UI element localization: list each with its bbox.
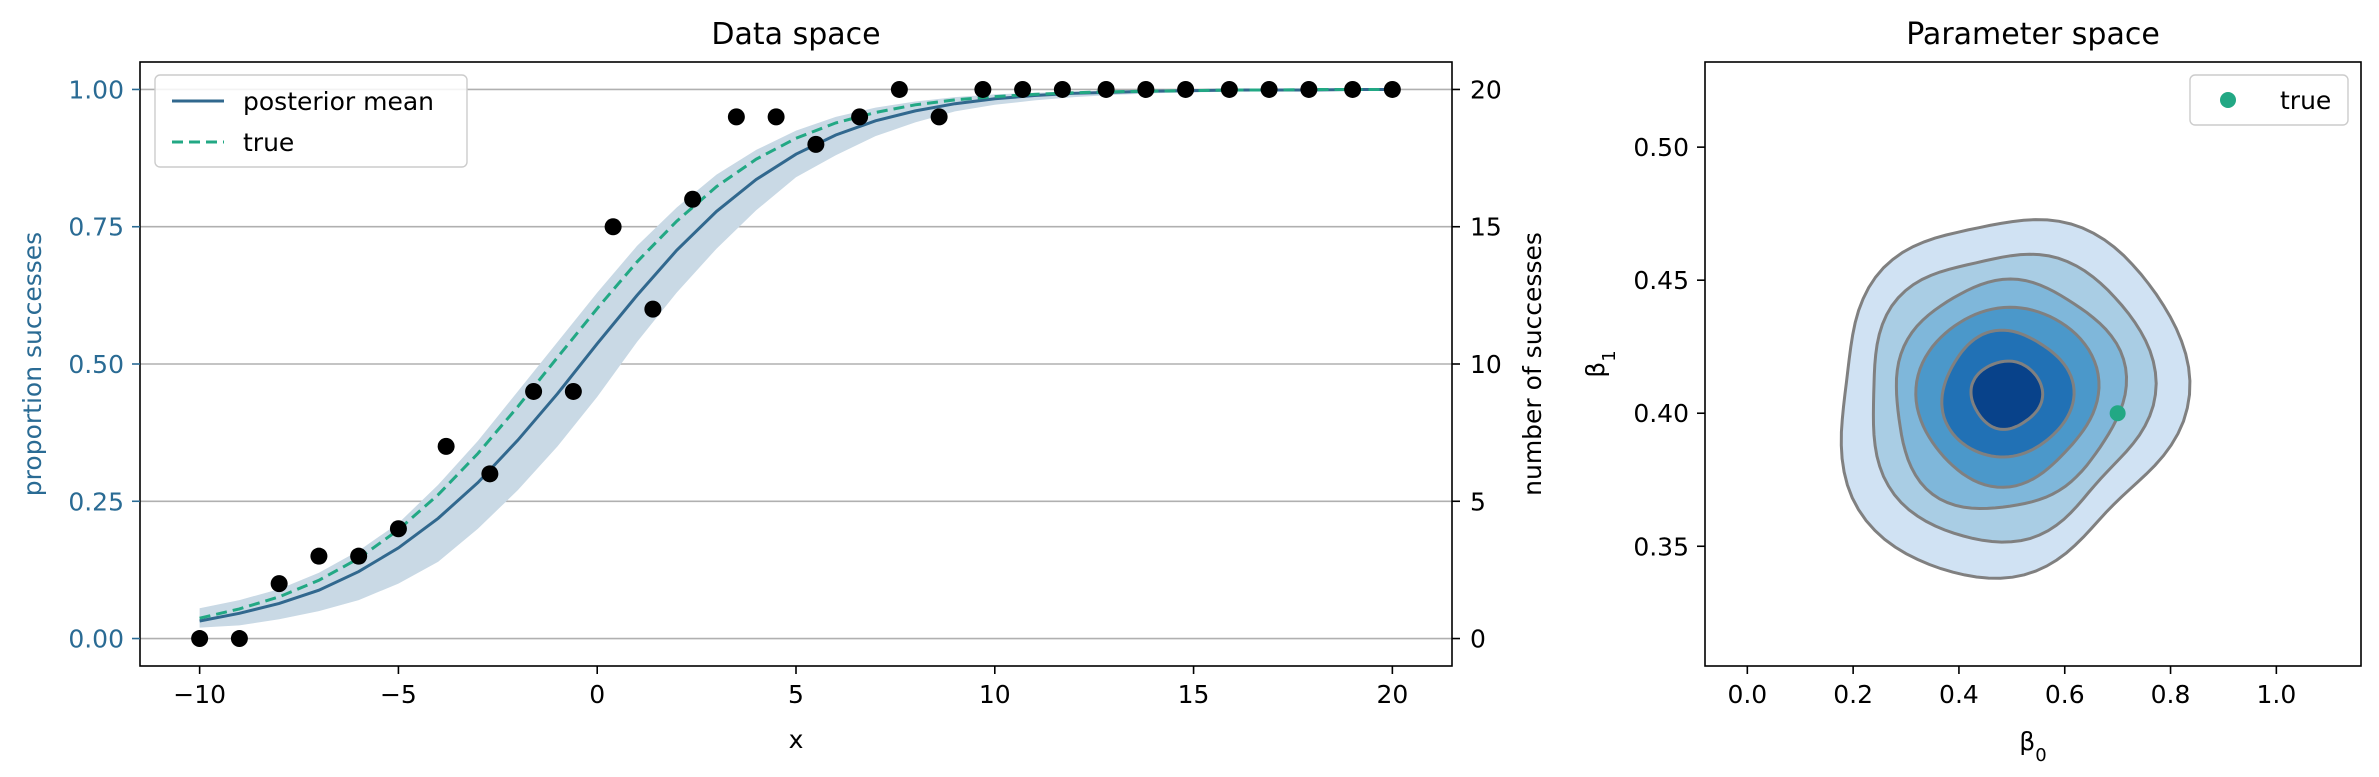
legend: posterior mean true xyxy=(154,74,468,168)
data-point xyxy=(727,108,745,126)
y-tick-label: 0.35 xyxy=(1633,532,1689,561)
x-tick-label: 0 xyxy=(589,680,605,709)
legend: true xyxy=(2189,74,2349,126)
kde-contours xyxy=(1839,218,2192,580)
data-point xyxy=(437,437,455,455)
data-space-panel: Data space −10 −5 0 5 10 15 20 0.00 0.25 0.50 0.7… xyxy=(18,17,1547,754)
plot-area xyxy=(191,80,1401,648)
data-point xyxy=(270,575,288,593)
data-point xyxy=(1137,80,1155,98)
legend-posterior-mean-label: posterior mean xyxy=(243,87,434,116)
chart-title: Data space xyxy=(711,17,880,52)
x-tick-label: −10 xyxy=(173,680,226,709)
data-point xyxy=(1053,80,1071,98)
data-point xyxy=(1177,80,1195,98)
data-point xyxy=(1220,80,1238,98)
data-point xyxy=(389,520,407,538)
data-point xyxy=(644,300,662,318)
plot-area xyxy=(1839,218,2192,580)
x-axis-label: β0 xyxy=(2019,727,2046,766)
y-tick-label: 0.00 xyxy=(68,625,124,654)
legend-box xyxy=(2189,74,2349,126)
data-point xyxy=(310,547,328,565)
y-right-tick-label: 5 xyxy=(1470,487,1486,516)
x-tick-label: −5 xyxy=(380,680,417,709)
data-point xyxy=(481,465,499,483)
y-tick-label: 0.40 xyxy=(1633,399,1689,428)
y-right-tick-label: 15 xyxy=(1470,213,1502,242)
data-point xyxy=(974,80,992,98)
y-axis-right-ticks: 0 5 10 15 20 xyxy=(1452,75,1502,654)
y-tick-label: 0.25 xyxy=(68,487,124,516)
y-axis-left-label: proportion successes xyxy=(18,232,47,496)
x-axis-ticks: 0.0 0.2 0.4 0.6 0.8 1.0 xyxy=(1727,666,2296,709)
x-axis-label-subscript: 0 xyxy=(2035,745,2046,766)
observed-points xyxy=(191,80,1401,648)
data-point xyxy=(807,135,825,153)
x-tick-label: 0.0 xyxy=(1727,680,1767,709)
true-parameter-point xyxy=(2109,405,2126,422)
x-tick-label: 0.6 xyxy=(2045,680,2085,709)
x-axis-label: x xyxy=(789,725,804,754)
x-axis-label-text: β xyxy=(2019,727,2035,756)
data-point xyxy=(767,108,785,126)
y-axis-right-label: number of successes xyxy=(1518,232,1547,496)
x-tick-label: 15 xyxy=(1178,680,1210,709)
x-tick-label: 10 xyxy=(979,680,1011,709)
data-point xyxy=(230,630,248,648)
y-tick-label: 1.00 xyxy=(68,75,124,104)
data-point xyxy=(1260,80,1278,98)
data-point xyxy=(1344,80,1362,98)
y-axis-label-text: β xyxy=(1581,362,1610,378)
y-axis-label-subscript: 1 xyxy=(1599,350,1620,361)
y-right-tick-label: 0 xyxy=(1470,625,1486,654)
x-tick-label: 0.4 xyxy=(1939,680,1979,709)
contour-level xyxy=(1969,359,2045,431)
data-point xyxy=(930,108,948,126)
y-tick-label: 0.50 xyxy=(1633,133,1689,162)
parameter-space-panel: Parameter space 0.0 0.2 0.4 0.6 0.8 1.0 0.350… xyxy=(1581,17,2362,766)
data-point xyxy=(525,382,543,400)
data-point xyxy=(604,218,622,236)
x-tick-label: 1.0 xyxy=(2256,680,2296,709)
legend-box xyxy=(154,74,468,168)
data-point xyxy=(1014,80,1032,98)
data-point xyxy=(1383,80,1401,98)
plot-frame xyxy=(1704,61,2362,667)
data-point xyxy=(350,547,368,565)
y-right-tick-label: 10 xyxy=(1470,350,1502,379)
credible-band xyxy=(199,89,1393,628)
x-axis-ticks: −10 −5 0 5 10 15 20 xyxy=(173,666,1408,709)
y-tick-label: 0.50 xyxy=(68,350,124,379)
chart-title: Parameter space xyxy=(1906,17,2160,52)
legend-true-marker xyxy=(2220,92,2236,108)
legend-true-label: true xyxy=(243,128,294,157)
x-tick-label: 5 xyxy=(788,680,804,709)
y-axis-label: β1 xyxy=(1581,350,1620,377)
y-axis-left-ticks: 0.00 0.25 0.50 0.75 1.00 xyxy=(68,75,140,654)
data-point xyxy=(684,190,702,208)
legend-true-label: true xyxy=(2280,86,2331,115)
y-axis-ticks: 0.35 0.40 0.45 0.50 xyxy=(1633,133,1705,561)
data-point xyxy=(851,108,869,126)
x-tick-label: 0.8 xyxy=(2151,680,2191,709)
x-tick-label: 20 xyxy=(1376,680,1408,709)
y-right-tick-label: 20 xyxy=(1470,75,1502,104)
data-point xyxy=(564,382,582,400)
y-tick-label: 0.45 xyxy=(1633,266,1689,295)
data-point xyxy=(1097,80,1115,98)
data-point xyxy=(191,630,209,648)
data-point xyxy=(1300,80,1318,98)
y-tick-label: 0.75 xyxy=(68,213,124,242)
data-point xyxy=(890,80,908,98)
x-tick-label: 0.2 xyxy=(1833,680,1873,709)
